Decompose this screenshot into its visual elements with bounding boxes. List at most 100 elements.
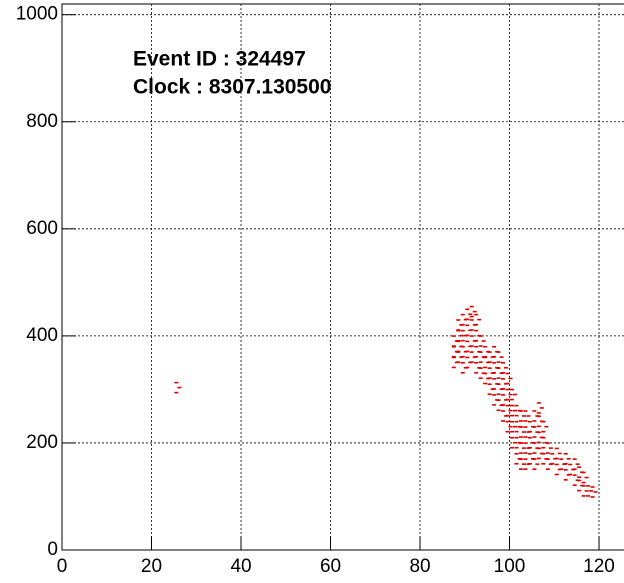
point (532, 458, 536, 460)
point (474, 340, 478, 342)
point (541, 453, 545, 455)
point (519, 468, 523, 470)
point (470, 361, 474, 363)
x-tick-label: 120 (583, 556, 615, 577)
x-tick-label: 60 (320, 556, 341, 577)
point (174, 382, 178, 384)
point (537, 416, 541, 418)
point (526, 415, 530, 417)
point (535, 463, 539, 465)
point (528, 421, 532, 423)
point (519, 420, 523, 422)
point (488, 367, 492, 369)
page: {"chart_data": {"type": "scatter", "anno… (0, 0, 624, 583)
point (568, 464, 572, 466)
point (497, 393, 501, 395)
point (577, 476, 581, 478)
point (564, 463, 568, 465)
point (537, 432, 541, 434)
point (465, 367, 469, 369)
annotation: Clock : 8307.130500 (133, 76, 331, 99)
point (537, 426, 541, 428)
point (519, 452, 523, 454)
point (506, 405, 510, 407)
point (474, 362, 478, 364)
point (537, 458, 541, 460)
point (532, 468, 536, 470)
point (568, 474, 572, 476)
point (465, 325, 469, 327)
point (537, 442, 541, 444)
point (591, 496, 595, 498)
point (468, 313, 472, 315)
point (555, 448, 559, 450)
point (492, 346, 496, 348)
point (492, 356, 496, 358)
point (589, 490, 593, 492)
point (470, 345, 474, 347)
point (456, 319, 460, 321)
point (506, 389, 510, 391)
chart: Event ID : 324497 Clock : 8307.130500 02… (0, 0, 624, 583)
point (513, 410, 517, 412)
point (461, 340, 465, 342)
point (585, 490, 589, 492)
point (514, 463, 518, 465)
annotation: Event ID : 324497 (133, 48, 306, 71)
point (488, 377, 492, 379)
point (577, 466, 581, 468)
point (559, 458, 563, 460)
point (564, 469, 568, 471)
point (456, 340, 460, 342)
point (497, 377, 501, 379)
point (488, 351, 492, 353)
point (522, 431, 526, 433)
point (470, 329, 474, 331)
point (540, 407, 544, 409)
point (564, 479, 568, 481)
x-tick-label: 0 (57, 556, 68, 577)
point (506, 399, 510, 401)
point (456, 361, 460, 363)
point (582, 482, 586, 484)
point (513, 394, 517, 396)
point (474, 314, 478, 316)
point (461, 330, 465, 332)
point (523, 426, 527, 428)
point (465, 357, 469, 359)
point (549, 447, 553, 449)
point (564, 453, 568, 455)
point (594, 491, 598, 493)
point (474, 330, 478, 332)
point (474, 346, 478, 348)
point (586, 495, 590, 497)
point (483, 373, 487, 375)
point (501, 362, 505, 364)
point (465, 341, 469, 343)
point (573, 474, 577, 476)
point (510, 431, 514, 433)
point (474, 324, 478, 326)
point (497, 367, 501, 369)
point (555, 474, 559, 476)
point (483, 356, 487, 358)
point (514, 447, 518, 449)
point (510, 421, 514, 423)
point (470, 319, 474, 321)
point (523, 452, 527, 454)
point (479, 361, 483, 363)
point (452, 345, 456, 347)
point (470, 306, 474, 308)
point (555, 464, 559, 466)
point (537, 448, 541, 450)
point (504, 367, 508, 369)
y-tick-label: 1000 (16, 4, 58, 25)
point (497, 383, 501, 385)
point (541, 421, 545, 423)
point (573, 484, 577, 486)
point (492, 388, 496, 390)
point (513, 442, 517, 444)
point (509, 394, 513, 396)
point (456, 351, 460, 353)
point (492, 404, 496, 406)
